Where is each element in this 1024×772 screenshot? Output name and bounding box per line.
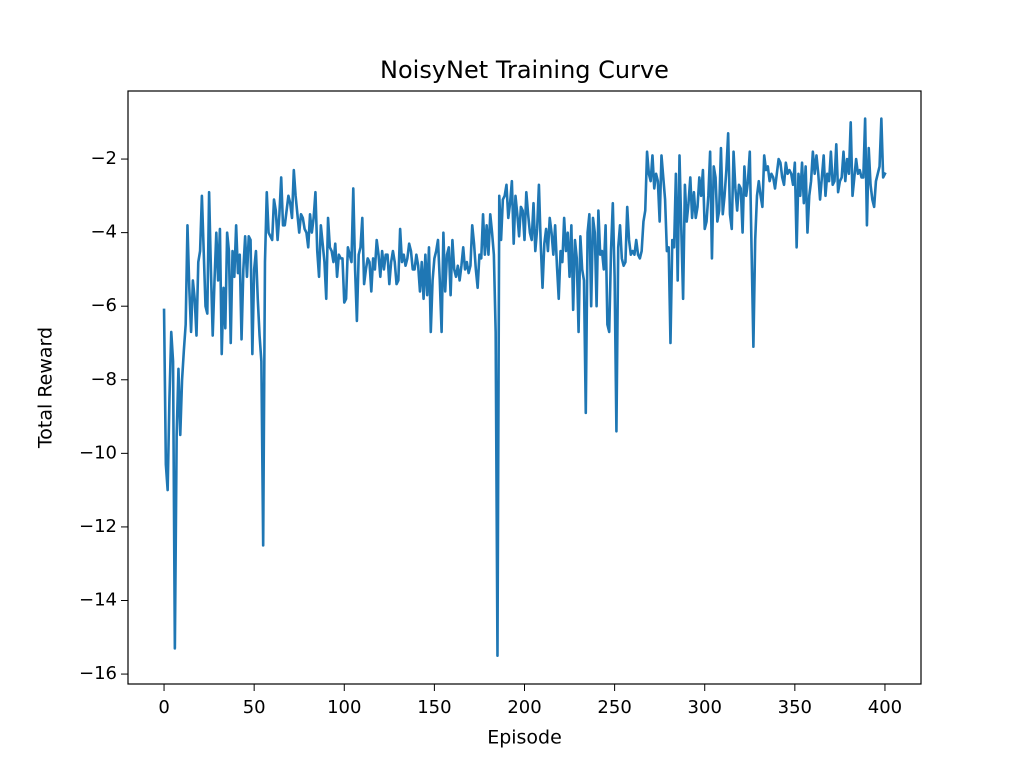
y-tick-label: −4: [90, 222, 117, 243]
y-tick-label: −16: [79, 663, 117, 684]
x-axis-label: Episode: [487, 727, 562, 749]
y-tick-label: −2: [90, 148, 117, 169]
y-axis-label: Total Reward: [35, 327, 57, 449]
y-tick-label: −10: [79, 442, 117, 463]
x-tick-label: 400: [868, 697, 902, 718]
x-tick-label: 250: [597, 697, 631, 718]
x-tick-label: 350: [778, 697, 812, 718]
x-tick-label: 200: [507, 697, 541, 718]
x-tick-label: 0: [158, 697, 169, 718]
y-tick-label: −14: [79, 589, 117, 610]
chart-title: NoisyNet Training Curve: [380, 56, 669, 84]
x-tick-label: 150: [417, 697, 451, 718]
x-tick-label: 50: [243, 697, 266, 718]
x-tick-label: 100: [327, 697, 361, 718]
data-line: [162, 117, 887, 657]
x-tick-label: 300: [688, 697, 722, 718]
y-tick-label: −8: [90, 369, 117, 390]
plot-frame: [127, 90, 922, 685]
y-tick-label: −12: [79, 516, 117, 537]
y-tick-label: −6: [90, 295, 117, 316]
